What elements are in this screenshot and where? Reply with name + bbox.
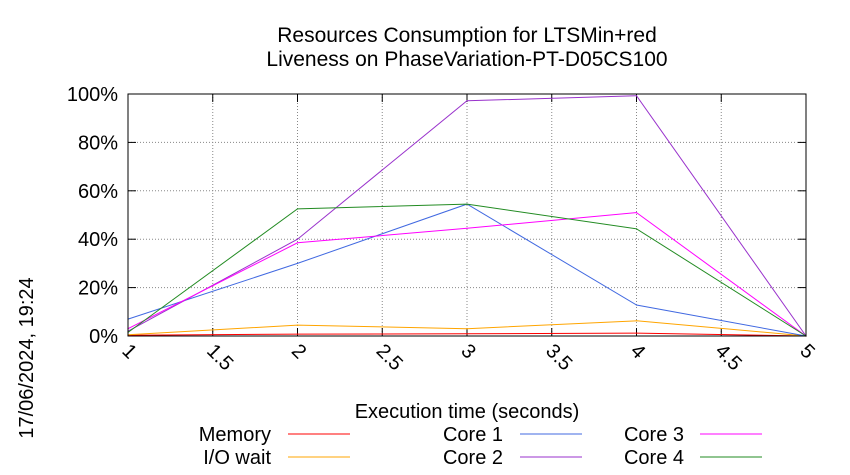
- y-axis: 0% 20% 40% 60% 80% 100%: [67, 84, 806, 348]
- legend-label-core-4: Core 4: [624, 447, 684, 469]
- y-tick-label: 60%: [78, 181, 118, 203]
- data-point-core-1: [635, 304, 638, 306]
- x-tick-label: 1: [117, 340, 140, 363]
- data-point-memory: [296, 333, 299, 335]
- legend-label-i-o-wait: I/O wait: [203, 447, 271, 469]
- data-point-core-3: [466, 227, 468, 229]
- x-tick-label: 4.5: [711, 340, 746, 375]
- x-tick-label: 2: [287, 340, 310, 363]
- data-point-memory: [466, 333, 468, 335]
- legend-label-core-3: Core 3: [624, 424, 684, 446]
- data-point-core-4: [635, 228, 638, 230]
- data-point-core-4: [296, 208, 299, 210]
- chart-title: Resources Consumption for LTSMin+red: [277, 24, 657, 47]
- y-tick-label: 20%: [78, 278, 118, 300]
- legend-label-core-2: Core 2: [443, 447, 503, 469]
- series-line-core-2: [127, 95, 807, 337]
- x-tick-label: 3: [456, 340, 479, 363]
- x-tick-label: 4: [626, 340, 649, 363]
- legend-label-memory: Memory: [199, 424, 271, 446]
- data-point-core-1: [296, 262, 299, 264]
- data-point-memory: [635, 332, 638, 334]
- x-tick-label: 2.5: [372, 340, 407, 375]
- data-point-core-2: [296, 238, 299, 240]
- data-point-core-3: [296, 242, 299, 244]
- plot-frame: [127, 93, 807, 337]
- x-tick-label: 5: [795, 340, 818, 363]
- data-point-i-o-wait: [296, 324, 299, 326]
- chart-subtitle: Liveness on PhaseVariation-PT-D05CS100: [266, 48, 667, 71]
- y-tick-label: 80%: [78, 132, 118, 154]
- legend-label-core-1: Core 1: [443, 424, 503, 446]
- y-tick-label: 40%: [78, 229, 118, 251]
- data-point-core-2: [466, 100, 468, 102]
- x-tick-label: 1.5: [202, 340, 237, 375]
- data-point-core-4: [466, 203, 468, 205]
- data-point-core-3: [635, 211, 638, 214]
- x-tick-label: 3.5: [541, 340, 576, 375]
- timestamp-label: 17/06/2024, 19:24: [16, 277, 38, 438]
- y-tick-label: 0%: [89, 326, 118, 348]
- data-point-core-2: [635, 95, 638, 97]
- x-axis-label: Execution time (seconds): [355, 401, 580, 423]
- x-axis: 1 1.5 2 2.5 3 3.5 4 4.5 5: [117, 94, 819, 375]
- plot-series: [127, 95, 807, 337]
- y-tick-label: 100%: [67, 84, 118, 106]
- data-point-i-o-wait: [466, 328, 468, 330]
- grid: [128, 94, 806, 336]
- data-point-i-o-wait: [635, 320, 638, 322]
